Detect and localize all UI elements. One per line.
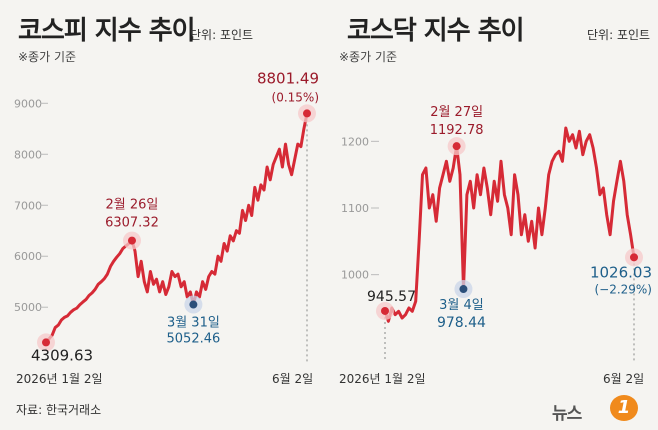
kospi-ytick-label: 8000 xyxy=(14,148,42,161)
kosdaq-peak-label-label: 2월 27일 xyxy=(430,105,483,120)
kosdaq-low-point xyxy=(459,285,468,294)
kospi-ytick-label: 9000 xyxy=(14,97,42,110)
kosdaq-ytick-label: 1000 xyxy=(341,269,369,282)
kospi-start-value-label: 4309.63 xyxy=(31,346,93,364)
kospi-end-point xyxy=(303,109,311,118)
kosdaq-x-end-label: 6월 2일 xyxy=(603,372,645,386)
kospi-peak-label-label: 2월 26일 xyxy=(106,198,159,213)
news1-logo: 뉴스 1 xyxy=(552,393,652,424)
kosdaq-unit-label: 단위: 포인트 xyxy=(587,28,651,42)
kospi-chart-panel: 코스피 지수 추이 단위: 포인트 ※종가 기준 5000 6000 7000 800… xyxy=(0,0,329,395)
kospi-series-line xyxy=(44,111,309,344)
kosdaq-end-point xyxy=(630,253,638,262)
source-label: 자료: 한국거래소 xyxy=(16,403,102,417)
kospi-low-label-label: 3월 31일 xyxy=(167,316,220,331)
kosdaq-line-chart: 1000 1100 1200 945.57 2월 27일 1192.78 3월 4일 978.… xyxy=(341,105,652,362)
kospi-low-value-label: 5052.46 xyxy=(167,332,221,347)
news1-logo-text: 뉴스 xyxy=(552,404,582,424)
kospi-peak-value-label: 6307.32 xyxy=(105,216,159,231)
kospi-line-chart: 5000 6000 7000 8000 9000 4309.63 2월 26일 6307.32… xyxy=(14,69,319,364)
kosdaq-start-value-label: 945.57 xyxy=(367,289,416,305)
kospi-note: ※종가 기준 xyxy=(18,50,77,64)
kosdaq-ytick-label: 1200 xyxy=(341,135,369,148)
kospi-peak-point xyxy=(127,236,136,245)
kosdaq-low-label-label: 3월 4일 xyxy=(439,298,484,313)
kosdaq-x-start-label: 2026년 1월 2일 xyxy=(339,372,426,386)
news1-logo-mark: 1 xyxy=(610,395,638,421)
kospi-unit-label: 단위: 포인트 xyxy=(190,28,254,42)
kosdaq-end-value-label: 1026.03 xyxy=(590,263,652,281)
kospi-start-point xyxy=(42,338,50,347)
kospi-ytick-label: 7000 xyxy=(14,199,42,212)
kospi-ytick-label: 5000 xyxy=(14,301,42,314)
kosdaq-start-point xyxy=(381,306,389,315)
kospi-ytick-label: 6000 xyxy=(14,250,42,263)
kospi-chart-title: 코스피 지수 추이 xyxy=(18,16,196,46)
kosdaq-series-line xyxy=(383,126,636,323)
kosdaq-chart-panel: 코스닥 지수 추이 단위: 포인트 ※종가 기준 1000 1100 1200 945… xyxy=(329,0,658,395)
kosdaq-ytick-label: 1100 xyxy=(341,202,369,215)
kospi-x-end-label: 6월 2일 xyxy=(272,372,314,386)
kosdaq-peak-point xyxy=(452,142,461,151)
kosdaq-low-value-label: 978.44 xyxy=(437,315,486,331)
kospi-end-value-label: 8801.49 xyxy=(257,69,319,87)
kosdaq-end-change-label: (−2.29%) xyxy=(594,282,652,296)
kosdaq-chart-title: 코스닥 지수 추이 xyxy=(347,16,525,46)
kospi-x-start-label: 2026년 1월 2일 xyxy=(16,372,103,386)
kosdaq-note: ※종가 기준 xyxy=(339,50,398,64)
kosdaq-peak-value-label: 1192.78 xyxy=(430,123,484,138)
kospi-end-change-label: (0.15%) xyxy=(272,90,319,104)
kospi-low-point xyxy=(189,300,198,309)
